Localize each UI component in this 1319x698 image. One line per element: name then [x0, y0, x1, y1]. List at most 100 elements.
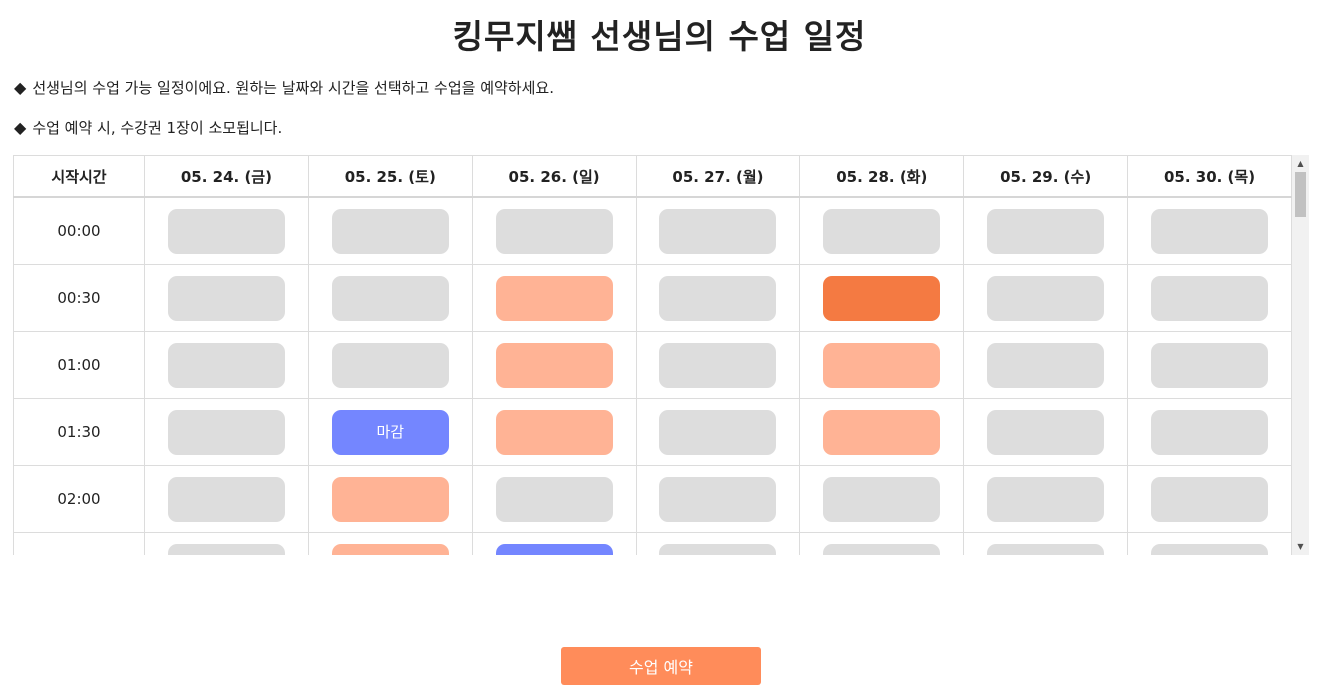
- time-slot-button[interactable]: [1151, 342, 1269, 388]
- time-slot-button[interactable]: [659, 543, 777, 555]
- slot-cell: [1127, 532, 1292, 555]
- time-slot-button[interactable]: [659, 342, 777, 388]
- time-slot-button[interactable]: [495, 208, 613, 254]
- time-slot-button[interactable]: [1151, 275, 1269, 321]
- schedule-table: 시작시간 05. 24. (금) 05. 25. (토) 05. 26. (일)…: [13, 155, 1292, 555]
- slot-cell: [799, 532, 965, 555]
- time-slot-button[interactable]: [167, 208, 285, 254]
- slot-cell: [471, 532, 637, 555]
- time-slot-button[interactable]: [987, 543, 1105, 555]
- time-slot-button[interactable]: [167, 342, 285, 388]
- time-slot-button[interactable]: [1151, 476, 1269, 522]
- notice-text: 수업 예약 시, 수강권 1장이 소모됩니다.: [32, 119, 283, 137]
- time-slot-button[interactable]: [495, 543, 613, 555]
- time-slot-button[interactable]: [331, 543, 449, 555]
- slot-cell: [799, 331, 965, 399]
- diamond-bullet-icon: ◆: [14, 118, 27, 137]
- time-slot-button[interactable]: [331, 275, 449, 321]
- time-slot-button[interactable]: [1151, 543, 1269, 555]
- slot-cell: [307, 264, 473, 332]
- time-slot-button[interactable]: [823, 275, 941, 321]
- slot-cell: [635, 196, 801, 265]
- time-slot-button[interactable]: [987, 409, 1105, 455]
- schedule-header-row: 시작시간 05. 24. (금) 05. 25. (토) 05. 26. (일)…: [13, 155, 1292, 198]
- schedule-table-container[interactable]: 시작시간 05. 24. (금) 05. 25. (토) 05. 26. (일)…: [13, 155, 1309, 555]
- time-slot-button[interactable]: [823, 342, 941, 388]
- slot-cell: [307, 196, 473, 265]
- time-slot-button[interactable]: [167, 275, 285, 321]
- slot-cell: [144, 331, 309, 399]
- schedule-row: 01:00: [13, 331, 1292, 399]
- time-slot-button[interactable]: [495, 275, 613, 321]
- date-header: 05. 24. (금): [144, 155, 309, 198]
- slot-cell: [635, 264, 801, 332]
- slot-cell: [144, 465, 309, 533]
- time-slot-button[interactable]: [987, 275, 1105, 321]
- time-slot-button[interactable]: [331, 476, 449, 522]
- schedule-row: 00:00: [13, 196, 1292, 265]
- slot-cell: [963, 196, 1129, 265]
- diamond-bullet-icon: ◆: [14, 78, 27, 97]
- time-slot-button[interactable]: [659, 409, 777, 455]
- schedule-row: 01:30 마감: [13, 398, 1292, 466]
- slot-cell: [799, 398, 965, 466]
- slot-cell: [1127, 264, 1292, 332]
- slot-cell: [307, 465, 473, 533]
- slot-cell: [1127, 331, 1292, 399]
- notice-text: 선생님의 수업 가능 일정이에요. 원하는 날짜와 시간을 선택하고 수업을 예…: [32, 79, 554, 97]
- date-header: 05. 29. (수): [963, 155, 1129, 198]
- slot-cell: [471, 465, 637, 533]
- reserve-class-button[interactable]: 수업 예약: [561, 647, 761, 685]
- time-slot-button[interactable]: [495, 409, 613, 455]
- time-column-header: 시작시간: [13, 155, 145, 198]
- scroll-down-arrow-icon[interactable]: ▼: [1297, 542, 1304, 551]
- slot-cell: [799, 465, 965, 533]
- time-slot-button[interactable]: [331, 208, 449, 254]
- slot-cell: [635, 331, 801, 399]
- date-header: 05. 27. (월): [635, 155, 801, 198]
- scroll-up-arrow-icon[interactable]: ▲: [1297, 159, 1304, 168]
- time-slot-button[interactable]: 마감: [331, 409, 449, 455]
- start-time-cell: 02:00: [13, 465, 145, 533]
- time-slot-button[interactable]: [659, 476, 777, 522]
- slot-cell: [799, 264, 965, 332]
- time-slot-button[interactable]: [167, 543, 285, 555]
- date-header: 05. 26. (일): [471, 155, 637, 198]
- slot-cell: [635, 398, 801, 466]
- time-slot-button[interactable]: [659, 275, 777, 321]
- time-slot-button[interactable]: [823, 208, 941, 254]
- slot-cell: [144, 264, 309, 332]
- time-slot-button[interactable]: [659, 208, 777, 254]
- time-slot-button[interactable]: [823, 476, 941, 522]
- start-time-cell: 01:00: [13, 331, 145, 399]
- slot-cell: [471, 196, 637, 265]
- slot-cell: [963, 331, 1129, 399]
- time-slot-button[interactable]: [1151, 208, 1269, 254]
- slot-cell: [144, 398, 309, 466]
- start-time-cell: 00:00: [13, 196, 145, 265]
- time-slot-button[interactable]: [167, 409, 285, 455]
- time-slot-button[interactable]: [495, 342, 613, 388]
- schedule-body: 00:00 00:30 01:00 01:30 마감 02:00: [13, 196, 1292, 555]
- date-header: 05. 25. (토): [307, 155, 473, 198]
- time-slot-button[interactable]: [1151, 409, 1269, 455]
- time-slot-button[interactable]: [167, 476, 285, 522]
- time-slot-button[interactable]: [987, 208, 1105, 254]
- slot-cell: [799, 196, 965, 265]
- time-slot-button[interactable]: [495, 476, 613, 522]
- slot-cell: [1127, 398, 1292, 466]
- time-slot-button[interactable]: [987, 476, 1105, 522]
- slot-cell: [307, 331, 473, 399]
- slot-cell: [471, 398, 637, 466]
- notice-schedule-info: ◆ 선생님의 수업 가능 일정이에요. 원하는 날짜와 시간을 선택하고 수업을 …: [14, 77, 554, 98]
- schedule-scrollbar[interactable]: ▲ ▼: [1292, 155, 1309, 555]
- scrollbar-thumb[interactable]: [1295, 172, 1306, 217]
- slot-cell: [1127, 465, 1292, 533]
- notice-ticket-info: ◆ 수업 예약 시, 수강권 1장이 소모됩니다.: [14, 117, 282, 138]
- time-slot-button[interactable]: [823, 409, 941, 455]
- time-slot-button[interactable]: [987, 342, 1105, 388]
- time-slot-button[interactable]: [331, 342, 449, 388]
- page-title: 킹무지쌤 선생님의 수업 일정: [452, 17, 867, 56]
- schedule-row: 02:00: [13, 465, 1292, 533]
- time-slot-button[interactable]: [823, 543, 941, 555]
